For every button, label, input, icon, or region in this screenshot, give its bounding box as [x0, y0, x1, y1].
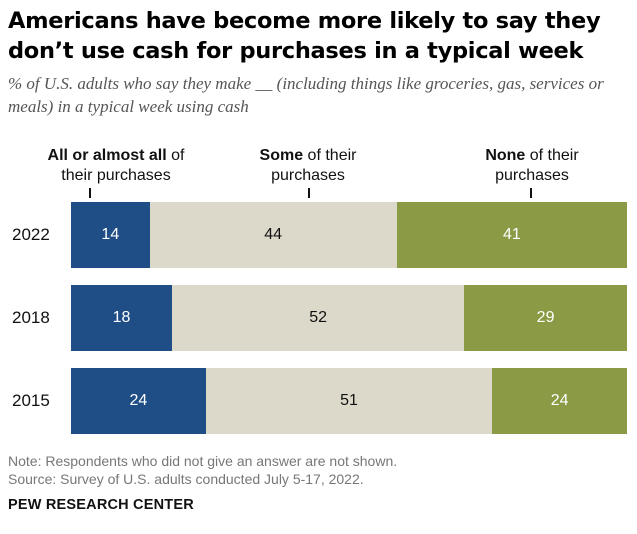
bar-row-2015: 24 51 24 [71, 368, 627, 434]
brand-name: PEW RESEARCH CENTER [8, 497, 194, 513]
column-header-some-bold: Some [259, 147, 304, 164]
bar-segment-none-2022 [396, 202, 627, 268]
data-label-some-2015: 51 [340, 392, 358, 409]
column-header-all: All or almost all of their purchases [36, 146, 196, 186]
bar-row-2022: 14 44 41 [71, 202, 627, 268]
column-header-some-tick [308, 188, 310, 198]
bar-segment-all-2015 [71, 368, 206, 434]
data-label-some-2022: 44 [264, 226, 283, 243]
chart-title: Americans have become more likely to say… [8, 8, 601, 64]
column-header-none-bold: None [485, 147, 526, 164]
data-label-all-2018: 18 [112, 309, 131, 326]
column-header-none-rest: of their purchases [495, 147, 579, 184]
year-label-2022: 2022 [12, 225, 50, 244]
chart-subtitle: % of U.S. adults who say they make __ (i… [8, 74, 604, 116]
data-label-none-2022: 41 [502, 226, 521, 243]
bar-row-2018: 18 52 29 [71, 285, 627, 351]
column-header-some: Some of their purchases [246, 146, 370, 186]
bar-segment-all-2018 [71, 285, 173, 351]
column-header-all-tick [89, 188, 91, 198]
chart-note: Note: Respondents who did not give an an… [8, 453, 398, 469]
column-header-all-rest: of their purchases [61, 147, 185, 184]
bar-segment-some-2022 [149, 202, 397, 268]
chart-source: Source: Survey of U.S. adults conducted … [8, 471, 364, 487]
data-label-some-2018: 52 [309, 309, 328, 326]
data-label-none-2015: 24 [550, 392, 569, 409]
bar-segment-none-2015 [492, 368, 627, 434]
data-label-all-2015: 24 [129, 392, 148, 409]
bar-segment-none-2018 [464, 285, 627, 351]
column-header-some-rest: of their purchases [271, 147, 357, 184]
year-label-2015: 2015 [12, 391, 50, 410]
bar-segment-all-2022 [71, 202, 150, 268]
data-label-none-2018: 29 [536, 309, 555, 326]
column-header-none-tick [530, 188, 532, 198]
year-label-2018: 2018 [12, 308, 50, 327]
data-label-all-2022: 14 [101, 226, 120, 243]
column-header-all-bold: All or almost all [47, 147, 167, 164]
bar-segment-some-2015 [205, 368, 493, 434]
column-header-none: None of their purchases [470, 146, 594, 186]
bar-segment-some-2018 [172, 285, 465, 351]
